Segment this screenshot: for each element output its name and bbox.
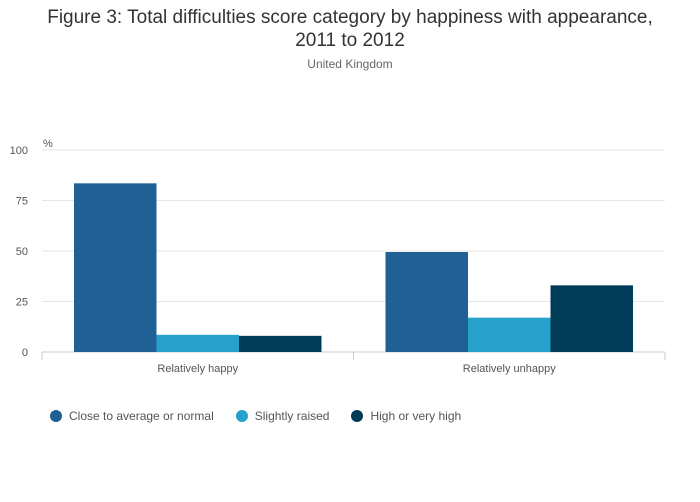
bar-relatively-happy-high-or-very-high <box>239 335 322 352</box>
y-tick-label-25: 25 <box>16 297 28 309</box>
legend-swatch-close-to-average <box>50 410 62 422</box>
y-tick-label-0: 0 <box>22 347 28 359</box>
bar-relatively-unhappy-close-to-average-or-normal <box>385 252 468 352</box>
chart-title: Figure 3: Total difficulties score categ… <box>0 6 700 52</box>
legend-label-close-to-average: Close to average or normal <box>69 409 214 423</box>
y-tick-label-50: 50 <box>16 246 28 258</box>
legend-label-high-or-very-high: High or very high <box>370 409 462 423</box>
chart-title-line-1: Figure 3: Total difficulties score categ… <box>47 7 653 28</box>
bar-relatively-unhappy-slightly-raised <box>468 317 551 352</box>
bar-relatively-unhappy-high-or-very-high <box>550 285 633 352</box>
legend-item-high-or-very-high[interactable]: High or very high <box>351 409 461 423</box>
y-tick-label-100: 100 <box>10 145 28 157</box>
legend-label-slightly-raised: Slightly raised <box>254 409 330 423</box>
x-category-label-1: Relatively unhappy <box>463 363 556 375</box>
legend-item-slightly-raised[interactable]: Slightly raised <box>235 409 330 423</box>
legend-item-close-to-average[interactable]: Close to average or normal <box>50 409 214 423</box>
x-category-label-0: Relatively happy <box>157 363 238 375</box>
y-tick-label-75: 75 <box>16 196 28 208</box>
chart-title-line-2: 2011 to 2012 <box>295 30 405 51</box>
y-axis-label: % <box>43 138 53 150</box>
legend-swatch-slightly-raised <box>235 410 248 422</box>
chart-subtitle: United Kingdom <box>307 57 393 71</box>
bar-relatively-happy-close-to-average-or-normal <box>74 183 157 352</box>
bar-relatively-happy-slightly-raised <box>156 334 239 352</box>
legend-swatch-high-or-very-high <box>351 410 364 422</box>
legend: Close to average or normal Slightly rais… <box>50 409 483 423</box>
